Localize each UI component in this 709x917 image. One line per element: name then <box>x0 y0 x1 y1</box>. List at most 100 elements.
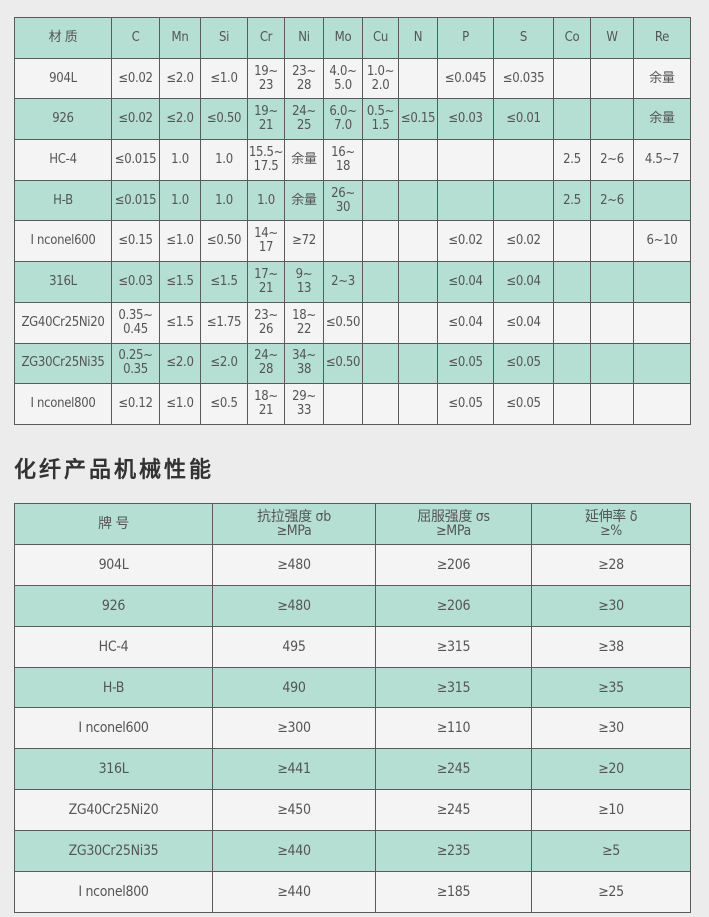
column-header: Ni <box>284 17 324 59</box>
table-cell <box>493 139 554 181</box>
table-row: ZG40Cr25Ni20 ≥450 ≥245 ≥10 <box>14 789 691 832</box>
table-cell: 904L <box>14 543 213 586</box>
table-cell: 495 <box>212 625 376 668</box>
table-cell <box>493 179 554 222</box>
table-cell <box>553 98 591 141</box>
table-cell: ≥10 <box>531 789 691 832</box>
table-cell <box>590 301 634 344</box>
table-cell: ≤1.0 <box>159 220 201 263</box>
column-header: S <box>493 17 554 59</box>
table-cell <box>398 261 438 303</box>
table-cell: ≥480 <box>212 584 376 627</box>
table-cell <box>633 342 691 385</box>
table-cell: HC-4 <box>14 625 213 668</box>
table-cell: ≤0.50 <box>323 342 363 385</box>
table-cell <box>590 342 634 385</box>
table-cell: ≤0.03 <box>437 98 494 141</box>
table-cell: ≥28 <box>531 543 691 586</box>
table-cell: ≥480 <box>212 543 376 586</box>
table-cell <box>398 301 438 344</box>
table-cell: 14~ 17 <box>247 220 285 263</box>
table-cell: 23~ 28 <box>284 57 324 100</box>
table-cell: ≤0.04 <box>437 261 494 303</box>
table-cell: ≤0.05 <box>437 342 494 385</box>
table-row: I nconel800 ≥440 ≥185 ≥25 <box>14 871 691 913</box>
column-header: Mn <box>159 17 201 59</box>
table-cell <box>323 383 363 425</box>
table-row: ZG30Cr25Ni35 ≥440 ≥235 ≥5 <box>14 830 691 873</box>
table-cell <box>590 383 634 425</box>
table-cell: 1.0~ 2.0 <box>362 57 399 100</box>
column-header: Co <box>553 17 591 59</box>
table-cell: ≥440 <box>212 871 376 913</box>
table-cell: ≥20 <box>531 748 691 791</box>
table-cell: I nconel800 <box>14 871 213 913</box>
column-header: P <box>437 17 494 59</box>
table-cell: ≥30 <box>531 707 691 750</box>
table-cell: ≤0.02 <box>493 220 554 263</box>
table-cell: 1.0 <box>159 139 201 181</box>
table-cell <box>398 57 438 100</box>
table-cell <box>362 179 399 222</box>
table-cell: ≤0.01 <box>493 98 554 141</box>
table-row: 316L ≥441 ≥245 ≥20 <box>14 748 691 791</box>
table-row: HC-4 495 ≥315 ≥38 <box>14 625 691 668</box>
table-cell: ≤0.02 <box>111 57 160 100</box>
table-cell <box>633 301 691 344</box>
table-cell <box>590 98 634 141</box>
table-cell: 24~ 28 <box>247 342 285 385</box>
table-cell: ≥315 <box>375 666 532 709</box>
table-cell: ≥245 <box>375 789 532 832</box>
column-header: Re <box>633 17 691 59</box>
header-row: 材 质 C Mn Si Cr Ni Mo Cu N P S Co W Re <box>14 17 691 59</box>
column-header: W <box>590 17 634 59</box>
table-cell: ZG40Cr25Ni20 <box>14 301 112 344</box>
section-title: 化纤产品机械性能 <box>14 458 215 483</box>
table-cell: ≤0.015 <box>111 139 160 181</box>
table-cell: ≤0.05 <box>493 342 554 385</box>
table-cell: ≤2.0 <box>159 342 201 385</box>
table-cell: ≥206 <box>375 543 532 586</box>
table-cell: ≤0.04 <box>493 261 554 303</box>
table-cell: ≤2.0 <box>159 57 201 100</box>
table-cell: 余量 <box>284 139 324 181</box>
table-cell: 2~3 <box>323 261 363 303</box>
table-cell: ≤2.0 <box>159 98 201 141</box>
table-cell: ≤1.0 <box>200 57 248 100</box>
table-row: 926 ≤0.02 ≤2.0 ≤0.50 19~ 21 24~ 25 6.0~ 7.0 0.5… <box>14 98 691 141</box>
column-header: 牌 号 <box>14 503 213 545</box>
table-cell: 1.0 <box>159 179 201 222</box>
table-cell: 15.5~ 17.5 <box>247 139 285 181</box>
table-cell: I nconel600 <box>14 707 213 750</box>
table-cell: HC-4 <box>14 139 112 181</box>
table-cell <box>633 261 691 303</box>
table-cell: 2.5 <box>553 179 591 222</box>
table-row: ZG30Cr25Ni35 0.25~ 0.35 ≤2.0 ≤2.0 24~ 28 34~ … <box>14 342 691 385</box>
mechanical-properties-table: 牌 号抗拉强度 σb ≥MPa 屈服强度 σs ≥MPa 延伸率 δ ≥% 904L ≥… <box>14 503 691 913</box>
column-header: 材 质 <box>14 17 112 59</box>
table-cell: 4.5~7 <box>633 139 691 181</box>
table-cell <box>590 57 634 100</box>
table-cell: ≥450 <box>212 789 376 832</box>
table-cell: 0.35~ 0.45 <box>111 301 160 344</box>
column-header: 延伸率 δ ≥% <box>531 503 691 545</box>
table-row: H-B ≤0.015 1.0 1.0 1.0 余量 26~ 30 2.5 2~6 <box>14 179 691 222</box>
table-cell: ≤0.12 <box>111 383 160 425</box>
column-header: Si <box>200 17 248 59</box>
table-cell: 9~ 13 <box>284 261 324 303</box>
table-cell: ≤0.04 <box>493 301 554 344</box>
table-cell: ≤0.15 <box>111 220 160 263</box>
table-cell: 16~ 18 <box>323 139 363 181</box>
column-header: 抗拉强度 σb ≥MPa <box>212 503 376 545</box>
table-row: I nconel600 ≤0.15 ≤1.0 ≤0.50 14~ 17 ≥72 ≤0.02 ≤… <box>14 220 691 263</box>
table-row: I nconel800 ≤0.12 ≤1.0 ≤0.5 18~ 21 29~ 33 ≤0.0… <box>14 383 691 425</box>
table-cell: I nconel800 <box>14 383 112 425</box>
table-cell: ≥441 <box>212 748 376 791</box>
table-cell <box>362 301 399 344</box>
table-cell: I nconel600 <box>14 220 112 263</box>
table-cell: ≤0.015 <box>111 179 160 222</box>
table-cell <box>362 342 399 385</box>
table-cell <box>362 261 399 303</box>
table-cell: ≤1.5 <box>159 301 201 344</box>
table-cell <box>633 179 691 222</box>
